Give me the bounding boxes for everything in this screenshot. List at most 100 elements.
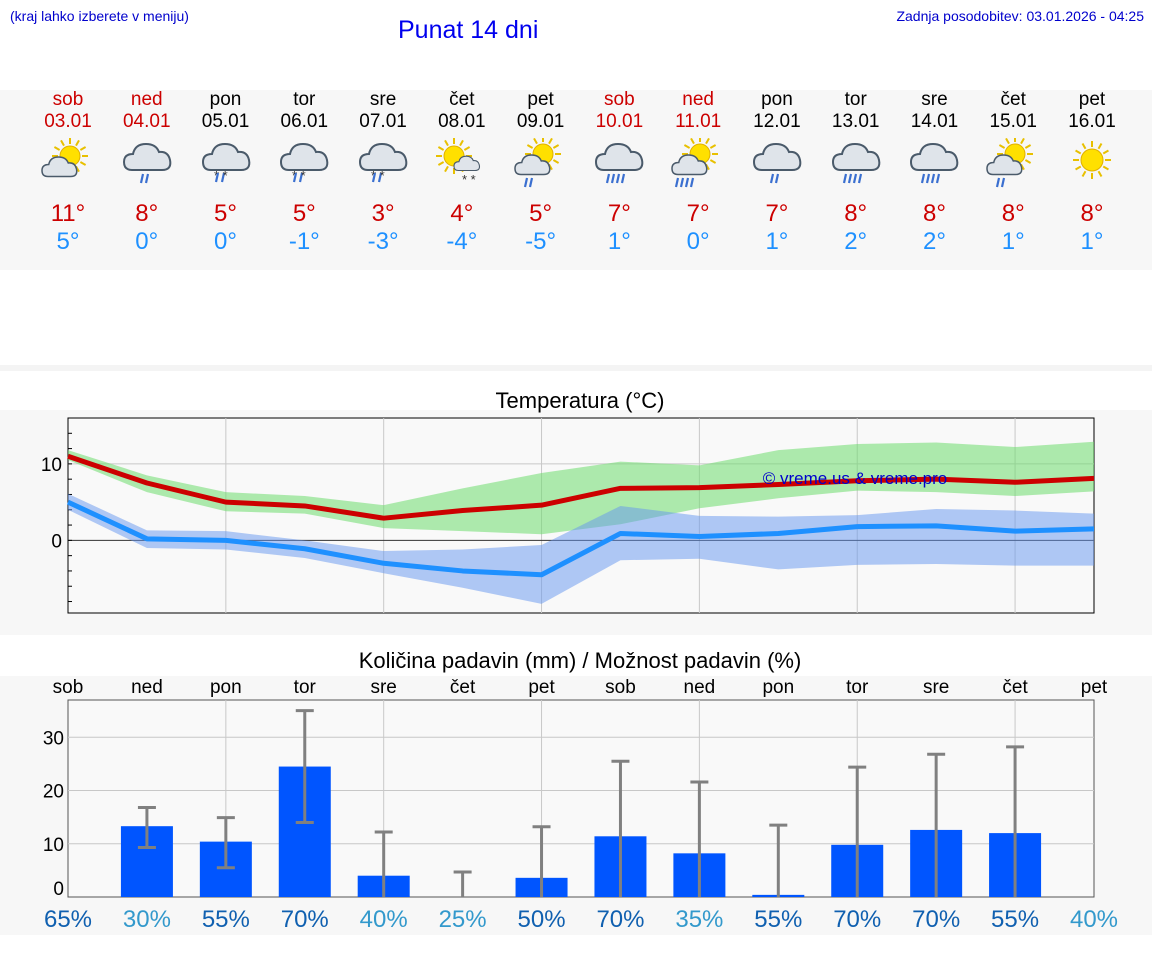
min-temperature: -5°	[525, 228, 557, 255]
precipitation-probability: 70%	[833, 906, 881, 933]
day-name: tor	[844, 89, 867, 110]
x-tick-label: pet	[1081, 677, 1108, 698]
min-temperature: 2°	[844, 228, 868, 255]
daily-forecast-strip: sob 03.01 11° 5° ned 04.01 8° 0° pon 05.01 * * 5° 0°…	[0, 90, 1152, 270]
cloud-heavy-rain-icon	[906, 138, 962, 194]
sun-icon	[1064, 138, 1120, 194]
x-tick-label: sre	[370, 677, 396, 698]
max-temperature: 11°	[50, 200, 86, 227]
min-temperature: -1°	[288, 228, 320, 255]
min-temperature: 1°	[1001, 228, 1025, 255]
max-temperature: 7°	[686, 200, 710, 227]
day-name: pon	[761, 89, 793, 110]
watermark: © vreme.us & vreme.pro	[763, 469, 947, 488]
min-temperature: 0°	[214, 228, 237, 255]
sun-cloud-snow-icon: * *	[434, 138, 490, 194]
divider	[0, 365, 1152, 371]
precipitation-probability: 30%	[123, 906, 171, 933]
cloud-snow-rain-icon: * *	[198, 138, 254, 194]
day-name: tor	[293, 89, 316, 110]
min-temperature: 1°	[607, 228, 631, 255]
day-date: 15.01	[989, 111, 1037, 132]
x-tick-label: pet	[528, 677, 555, 698]
x-tick-label: sob	[605, 677, 636, 698]
day-date: 08.01	[438, 111, 486, 132]
page-title: Punat 14 dni	[398, 16, 539, 44]
precipitation-probability: 40%	[360, 906, 408, 933]
day-name: ned	[682, 89, 714, 110]
x-tick-label: tor	[294, 677, 317, 698]
min-temperature: -4°	[446, 228, 478, 255]
day-name: čet	[1000, 89, 1026, 110]
max-temperature: 8°	[1080, 200, 1104, 227]
temperature-chart: 0 10 © vreme.us & vreme.pro	[41, 417, 1095, 614]
y-tick-label: 30	[43, 728, 64, 749]
max-temperature: 8°	[135, 200, 159, 227]
day-name: pet	[1078, 89, 1106, 110]
cloud-heavy-rain-icon	[591, 138, 647, 194]
precipitation-probability: 70%	[912, 906, 960, 933]
day-name: sre	[369, 89, 397, 110]
precipitation-probability: 55%	[754, 906, 802, 933]
precipitation-probability: 50%	[518, 906, 566, 933]
precipitation-chart: 0 10 20 30 sob ned pon tor sre čet pet sob ned pon tor…	[43, 677, 1118, 933]
max-temperature: 8°	[844, 200, 868, 227]
y-tick-label: 10	[43, 835, 64, 856]
max-temperature: 8°	[922, 200, 946, 227]
day-date: 13.01	[831, 111, 880, 132]
max-temperature: 5°	[529, 200, 553, 227]
min-temperature: 0°	[135, 228, 159, 255]
max-temperature-line	[67, 453, 1095, 521]
day-name: sob	[604, 89, 635, 110]
svg-text:* *: * *	[462, 172, 476, 187]
sun-cloud-heavy-rain-icon	[670, 136, 726, 194]
x-tick-label: sob	[53, 677, 84, 698]
y-tick-label: 0	[51, 531, 62, 552]
day-name: pon	[209, 89, 242, 110]
x-tick-label: pon	[210, 677, 242, 698]
max-temperature: 8°	[1001, 200, 1025, 227]
precipitation-probability: 55%	[991, 906, 1039, 933]
sun-cloud-rain-icon	[513, 136, 569, 194]
day-date: 09.01	[516, 111, 565, 132]
cloud-snow-rain-icon: * *	[355, 138, 411, 194]
x-tick-label: sre	[923, 677, 949, 698]
max-temperature: 4°	[450, 200, 474, 227]
precipitation-probability: 55%	[202, 906, 250, 933]
min-temperature: 1°	[765, 228, 789, 255]
cloud-rain-icon	[119, 138, 175, 194]
location-hint: (kraj lahko izberete v meniju)	[10, 8, 189, 24]
day-name: čet	[449, 89, 475, 110]
day-date: 03.01	[44, 111, 92, 132]
day-date: 11.01	[675, 111, 722, 132]
day-date: 04.01	[122, 111, 171, 132]
y-tick-label: 0	[53, 879, 64, 900]
cloud-rain-icon	[749, 138, 805, 194]
precipitation-probability: 70%	[281, 906, 329, 933]
day-name: sre	[921, 89, 948, 110]
x-tick-label: tor	[846, 677, 869, 698]
day-date: 05.01	[201, 111, 250, 132]
min-temperature: 2°	[922, 228, 946, 255]
max-temperature: 7°	[607, 200, 631, 227]
max-temperature: 5°	[214, 200, 237, 227]
min-temperature-band	[68, 493, 1094, 604]
day-name: sob	[52, 89, 84, 110]
day-name: ned	[130, 89, 163, 110]
day-date: 07.01	[359, 111, 407, 132]
x-tick-label: ned	[684, 677, 716, 698]
min-temperature: 0°	[686, 228, 710, 255]
day-date: 10.01	[595, 111, 644, 132]
day-date: 14.01	[910, 111, 959, 132]
x-tick-label: čet	[1002, 677, 1028, 698]
max-temperature: 5°	[292, 200, 316, 227]
x-tick-label: ned	[131, 677, 163, 698]
y-tick-label: 20	[43, 782, 64, 803]
precipitation-probability: 70%	[596, 906, 644, 933]
day-date: 16.01	[1068, 111, 1116, 132]
max-temperature: 3°	[371, 200, 395, 227]
min-temperature-line	[66, 499, 1095, 578]
y-tick-label: 10	[41, 455, 62, 476]
min-temperature: -3°	[367, 228, 399, 255]
day-date: 12.01	[753, 111, 801, 132]
